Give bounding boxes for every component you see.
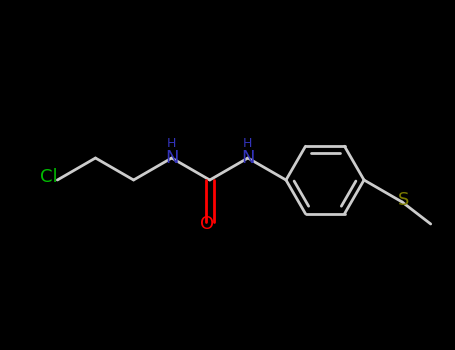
Text: N: N [241, 149, 255, 167]
Text: O: O [200, 215, 214, 233]
Text: N: N [165, 149, 178, 167]
Text: H: H [167, 136, 177, 149]
Text: Cl: Cl [40, 168, 57, 187]
Text: S: S [397, 191, 409, 209]
Text: H: H [243, 136, 253, 149]
